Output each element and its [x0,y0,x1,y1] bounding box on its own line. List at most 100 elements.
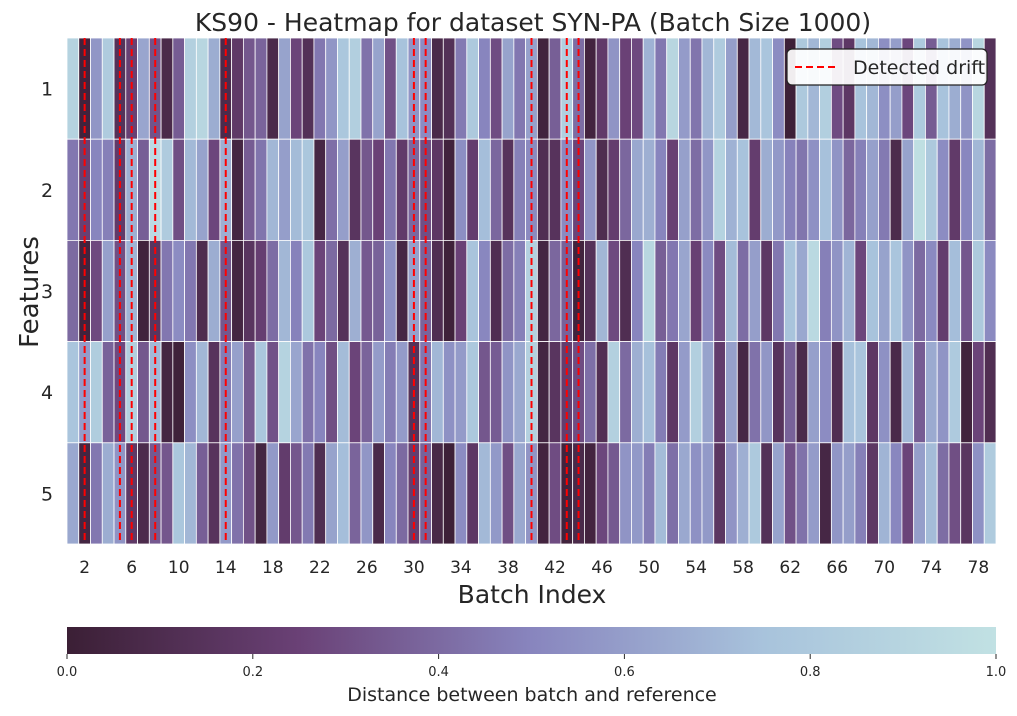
heatmap-cell [795,138,809,241]
heatmap-cell [842,239,856,342]
heatmap-cell [384,442,397,545]
heatmap-cell [66,442,80,545]
heatmap-cell [431,341,444,444]
heatmap-cell [360,442,374,545]
heatmap-cell [913,442,926,545]
heatmap-cell [442,37,456,140]
heatmap-cell [207,442,221,545]
heatmap-cell [748,239,762,342]
heatmap-cell [137,239,150,342]
heatmap-cell [725,37,738,140]
heatmap-cell [395,442,409,545]
heatmap-cell [160,138,174,241]
x-tick-label: 30 [403,558,425,578]
heatmap-cell [607,341,621,444]
heatmap-cell [713,37,726,140]
heatmap-cell [454,37,468,140]
heatmap-cell [66,239,80,342]
heatmap-cell [489,37,503,140]
heatmap-cell [819,442,832,545]
heatmap-cell [231,341,244,444]
heatmap-cell [795,442,809,545]
heatmap-cell [960,239,973,342]
heatmap-cell [442,442,456,545]
heatmap-cell [172,239,185,342]
legend: Detected drift [786,48,988,86]
heatmap-cell [666,239,679,342]
heatmap-cell [972,239,985,342]
heatmap-cell [160,239,174,342]
heatmap-cell [595,239,609,342]
heatmap-cell [278,442,291,545]
heatmap-cell [290,37,303,140]
heatmap-cell [678,138,691,241]
heatmap-cell [489,239,503,342]
heatmap-cell [983,138,997,241]
heatmap-cell [948,442,962,545]
heatmap-cell [913,138,926,241]
heatmap-cell [713,239,726,342]
heatmap-cell [337,341,350,444]
heatmap-cell [983,239,997,342]
heatmap-cell [701,239,715,342]
heatmap-cell [936,442,950,545]
heatmap-cell [654,341,668,444]
heatmap-cell [713,341,726,444]
heatmap-cell [90,37,103,140]
heatmap-cell [936,341,950,444]
x-tick-label: 50 [638,558,660,578]
heatmap-cell [972,138,985,241]
heatmap-cell [654,442,668,545]
x-tick-label: 42 [544,558,566,578]
heatmap-cell [466,37,479,140]
heatmap-cell [266,442,280,545]
heatmap-cell [395,341,409,444]
y-tick-label: 1 [41,79,53,101]
heatmap-cell [548,442,562,545]
heatmap-cell [266,239,280,342]
heatmap-cell [866,442,879,545]
heatmap-cell [536,239,550,342]
heatmap-cell [960,341,973,444]
heatmap-cell [983,442,997,545]
heatmap-cell [478,239,491,342]
heatmap-cell [313,442,327,545]
heatmap-cell [760,341,773,444]
heatmap-cell [948,341,962,444]
heatmap-cell [372,138,385,241]
heatmap-cell [513,138,527,241]
heatmap-cell [619,138,632,241]
heatmap-cell [642,138,656,241]
heatmap-cell [384,239,397,342]
heatmap-cell [489,138,503,241]
heatmap-cell [854,341,868,444]
heatmap-cell [466,442,479,545]
heatmap-cell [137,442,150,545]
heatmap-cell [760,442,773,545]
heatmap-cell [678,239,691,342]
x-tick-label: 10 [168,558,190,578]
heatmap-cell [501,37,515,140]
heatmap-cell [783,341,797,444]
heatmap-cell [689,37,703,140]
x-tick-label: 74 [920,558,942,578]
heatmap-cell [748,341,762,444]
heatmap-cell [242,341,256,444]
heatmap-cell [713,138,726,241]
heatmap-cell [772,239,785,342]
heatmap-cell [595,37,609,140]
heatmap-cell [925,341,938,444]
heatmap-cell [901,138,915,241]
heatmap-cell [454,239,468,342]
heatmap-cell [960,442,973,545]
heatmap-cell [313,239,327,342]
heatmap-cell [101,341,115,444]
heatmap-cell [878,442,891,545]
y-tick-label: 4 [41,382,53,404]
heatmap-cell [137,138,150,241]
heatmap-cell [748,442,762,545]
heatmap-cell [678,442,691,545]
heatmap-cell [489,442,503,545]
x-tick-label: 66 [826,558,848,578]
heatmap-cell [631,442,644,545]
